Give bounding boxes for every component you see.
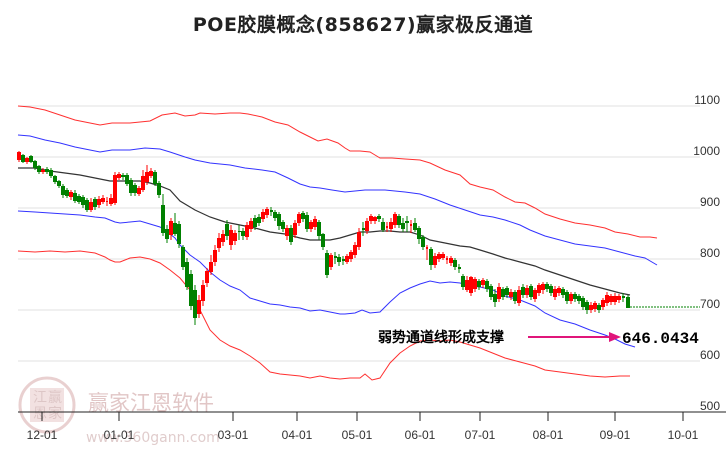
x-tick-label: 03-01 <box>218 428 249 442</box>
y-tick-label: 700 <box>700 297 720 311</box>
y-tick-label: 600 <box>700 348 720 362</box>
watermark-brand: 赢家江恩软件 <box>88 391 214 415</box>
x-tick-label: 06-01 <box>405 428 436 442</box>
candlesticks <box>17 151 630 325</box>
support-annotation-label: 弱势通道线形成支撑 <box>378 329 504 346</box>
y-tick-label: 1100 <box>694 93 720 107</box>
y-tick-label: 1000 <box>693 144 720 158</box>
x-tick-label: 10-01 <box>668 428 699 442</box>
x-tick-label: 08-01 <box>533 428 564 442</box>
logo-char-3: 恩 <box>33 406 47 422</box>
inner-lower-band <box>17 210 636 348</box>
y-tick-label: 500 <box>700 399 720 413</box>
x-tick-label: 04-01 <box>282 428 313 442</box>
inner-upper-band <box>17 134 658 266</box>
watermark-url: www.360gann.com <box>86 430 220 446</box>
y-axis: 1100 1000 900 800 700 600 500 <box>693 93 720 413</box>
x-tick-label: 09-01 <box>600 428 631 442</box>
y-tick-label: 800 <box>700 246 720 260</box>
logo-char-4: 家 <box>48 405 62 422</box>
support-arrow <box>528 332 621 342</box>
arrow-head-icon <box>609 332 621 342</box>
watermark: 江 赢 恩 家 赢家江恩软件 www.360gann.com <box>18 376 220 446</box>
x-tick-label: 12-01 <box>27 428 58 442</box>
outer-lower-band <box>17 250 630 381</box>
x-tick-label: 07-01 <box>465 428 496 442</box>
logo-char-2: 赢 <box>48 389 62 406</box>
x-tick-label: 01-01 <box>104 428 135 442</box>
chart-title: POE胶膜概念(858627)赢家极反通道 <box>192 14 534 36</box>
middle-line <box>18 167 631 296</box>
x-axis: 12-01 01-01 03-01 04-01 05-01 06-01 07-0… <box>18 411 726 442</box>
x-tick-label: 05-01 <box>342 428 373 442</box>
logo-char-1: 江 <box>33 390 47 406</box>
watermark-logo-icon <box>18 376 76 434</box>
outer-upper-band <box>17 105 658 239</box>
y-tick-label: 900 <box>700 195 720 209</box>
support-value-label: 646.0434 <box>622 330 699 348</box>
